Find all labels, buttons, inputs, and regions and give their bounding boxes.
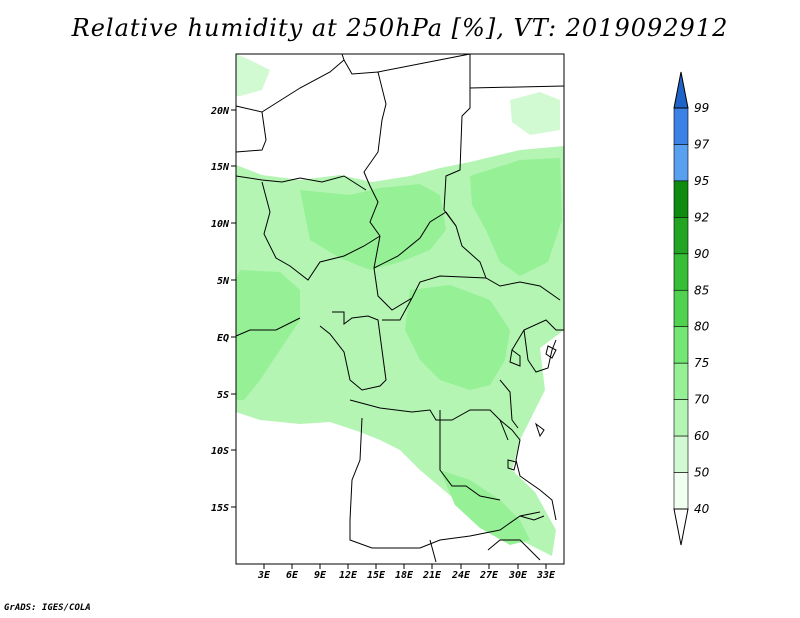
lat-tick-10n: 10N [211,219,236,230]
colorbar-box-95 [673,144,689,182]
lat-label-5n: 5N [217,276,230,287]
lon-tick-15e: 15E [367,564,386,581]
humidity-region-south [440,470,530,545]
lon-label-6e: 6E [286,570,299,581]
lon-tick-9e: 9E [314,564,327,581]
map-frame [235,53,565,565]
lat-label-10n: 10N [211,219,230,230]
colorbar-box-92 [673,180,689,218]
humidity-shading [236,54,564,556]
lat-tick-5s: 5S [217,390,236,401]
lon-label-30e: 30E [508,570,528,581]
lat-label-10s: 10S [211,446,229,457]
colorbar-label-40: 40 [694,502,710,516]
humidity-region-north-west [236,54,270,96]
colorbar-label-50: 50 [694,466,710,480]
lon-tick-24e: 24E [451,564,471,581]
colorbar-label-92: 92 [694,210,709,224]
lon-tick-6e: 6E [286,564,299,581]
lat-tick-20n: 20N [210,106,236,117]
colorbar-label-80: 80 [694,320,710,334]
lat-label-5s: 5S [217,390,229,401]
colorbar-bottom-arrow [673,508,689,546]
colorbar-label-95: 95 [694,174,709,188]
lat-tick-eq: EQ [217,333,236,344]
colorbar-label-99: 99 [694,101,709,115]
lon-axis: 3E 6E 9E 12E 15E 18E 21E 24E 27E 30E 33E [257,564,556,581]
lat-tick-10s: 10S [211,446,236,457]
lat-label-eq: EQ [217,333,229,344]
humidity-region-east [470,158,562,276]
lat-tick-5n: 5N [217,276,236,287]
humidity-region-congo [405,285,510,390]
colorbar-boxes [673,107,689,510]
credit-text: GrADS: IGES/COLA [4,603,91,613]
colorbar-labels: 99 97 95 92 90 85 80 75 70 60 50 40 [694,101,710,516]
lon-label-9e: 9E [314,570,327,581]
colorbar-top-arrow [673,71,689,109]
country-borders [235,53,565,563]
colorbar-label-90: 90 [694,247,710,261]
lon-tick-33e: 33E [536,564,556,581]
lon-label-3e: 3E [257,570,271,581]
lon-tick-12e: 12E [339,564,358,581]
colorbar-box-60 [673,399,689,437]
colorbar-label-85: 85 [694,283,709,297]
colorbar-label-70: 70 [694,393,710,407]
lon-label-12e: 12E [339,570,358,581]
lon-label-33e: 33E [536,570,556,581]
map-title: Relative humidity at 250hPa [%], VT: 201… [71,14,729,42]
lat-axis: 20N 15N 10N 5N EQ 5S 10S 15S [210,106,236,514]
colorbar-box-75 [673,326,689,364]
lon-label-24e: 24E [451,570,471,581]
humidity-region-north-east [510,92,560,135]
lakes [507,345,557,521]
lon-tick-30e: 30E [508,564,528,581]
colorbar-label-75: 75 [694,356,709,370]
colorbar-box-85 [673,253,689,291]
lon-tick-21e: 21E [422,564,442,581]
lon-label-15e: 15E [367,570,386,581]
lat-tick-15n: 15N [211,162,236,173]
colorbar-box-40 [673,472,689,510]
lat-tick-15s: 15S [211,503,236,514]
lon-tick-18e: 18E [395,564,414,581]
humidity-region-coast [236,270,300,400]
colorbar-box-70 [673,362,689,400]
lon-label-18e: 18E [395,570,414,581]
lon-tick-3e: 3E [257,564,271,581]
lat-label-15s: 15S [211,503,229,514]
lon-tick-27e: 27E [479,564,499,581]
colorbar-box-90 [673,217,689,255]
lat-label-20n: 20N [210,106,230,117]
colorbar-box-80 [673,289,689,328]
colorbar-label-97: 97 [694,137,710,151]
lat-label-15n: 15N [211,162,230,173]
colorbar-label-60: 60 [694,429,710,443]
colorbar-box-50 [673,435,689,473]
colorbar-box-97 [673,107,689,145]
lon-label-21e: 21E [422,570,442,581]
lon-label-27e: 27E [479,570,499,581]
humidity-region-west [236,146,564,556]
colorbar: 99 97 95 92 90 85 80 75 70 60 50 40 [673,71,710,546]
